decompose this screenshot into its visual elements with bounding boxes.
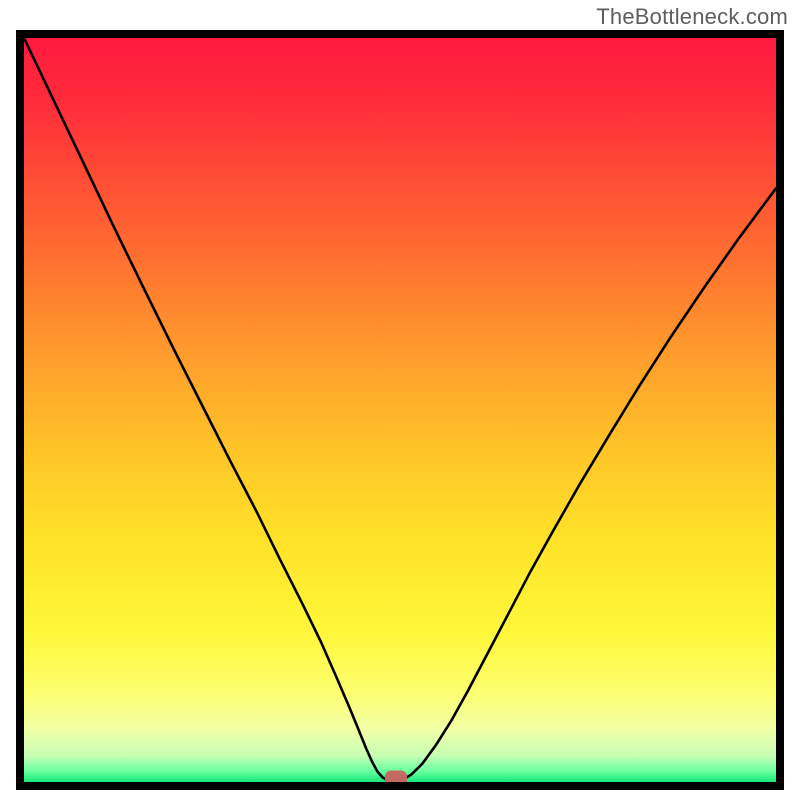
chart-frame xyxy=(16,30,784,790)
optimal-point-marker xyxy=(385,771,407,782)
watermark-text: TheBottleneck.com xyxy=(596,4,788,30)
bottleneck-curve xyxy=(24,38,776,782)
plot-area xyxy=(24,38,776,782)
